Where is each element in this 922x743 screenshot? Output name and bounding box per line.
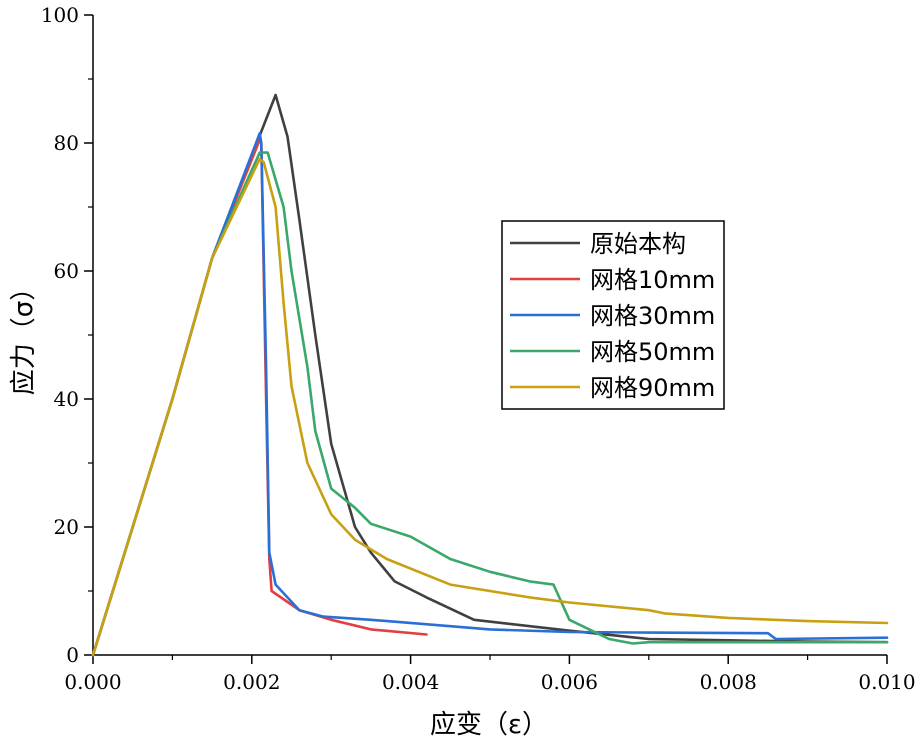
legend-label: 网格10mm xyxy=(590,266,715,294)
y-tick-label: 100 xyxy=(41,3,79,27)
series-line-4 xyxy=(91,151,889,657)
series-line-5 xyxy=(91,157,889,657)
y-axis-title: 应力（σ） xyxy=(9,275,39,395)
x-axis-title: 应变（ε） xyxy=(430,710,548,740)
plot-area xyxy=(91,93,889,657)
y-tick-label: 40 xyxy=(54,387,79,411)
x-tick-label: 0.000 xyxy=(64,670,121,694)
legend-label: 原始本构 xyxy=(590,230,686,258)
axes: 0.000 0.002 0.004 0.006 0.008 0.010 0 20 40 60 80 1… xyxy=(41,3,916,694)
x-tick-label: 0.010 xyxy=(858,670,915,694)
y-tick-label: 0 xyxy=(66,643,79,667)
x-tick-label: 0.006 xyxy=(541,670,598,694)
x-tick-label: 0.008 xyxy=(700,670,757,694)
x-tick-label: 0.004 xyxy=(382,670,439,694)
y-tick-label: 80 xyxy=(54,131,79,155)
x-tick-label: 0.002 xyxy=(223,670,280,694)
series-line-2 xyxy=(91,138,428,657)
y-tick-label: 60 xyxy=(54,259,79,283)
legend-label: 网格30mm xyxy=(590,302,715,330)
y-tick-label: 20 xyxy=(54,515,79,539)
legend-label: 网格90mm xyxy=(590,374,715,402)
series-line-3 xyxy=(91,132,889,657)
legend-label: 网格50mm xyxy=(590,338,715,366)
